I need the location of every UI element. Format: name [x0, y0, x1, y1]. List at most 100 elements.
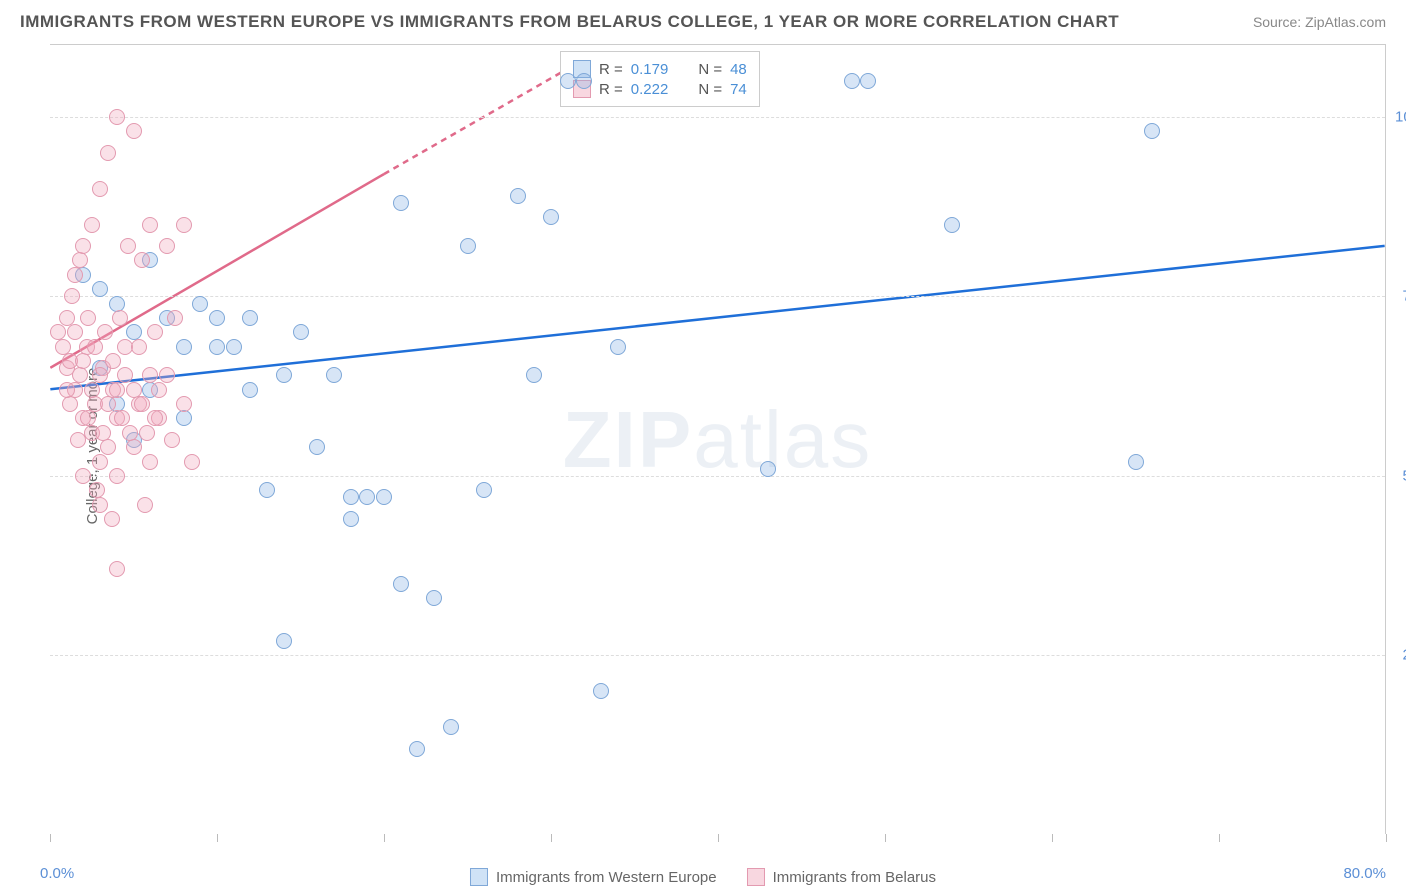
scatter-point [120, 238, 136, 254]
scatter-point [147, 324, 163, 340]
scatter-point [67, 324, 83, 340]
x-axis-max-label: 80.0% [1343, 865, 1386, 882]
scatter-point [89, 482, 105, 498]
scatter-point [72, 252, 88, 268]
scatter-point [209, 310, 225, 326]
scatter-point [860, 73, 876, 89]
scatter-point [142, 217, 158, 233]
scatter-point [393, 576, 409, 592]
legend-r-label: R = [599, 61, 623, 78]
scatter-point [309, 439, 325, 455]
x-tick [50, 834, 51, 842]
scatter-point [593, 683, 609, 699]
scatter-point [67, 267, 83, 283]
scatter-point [176, 339, 192, 355]
x-axis-min-label: 0.0% [40, 865, 74, 882]
scatter-point [176, 396, 192, 412]
scatter-point [192, 296, 208, 312]
scatter-point [100, 439, 116, 455]
scatter-point [109, 382, 125, 398]
legend-series-label: Immigrants from Belarus [773, 869, 936, 886]
scatter-point [276, 633, 292, 649]
y-tick-label: 75.0% [1395, 288, 1406, 305]
legend-swatch [470, 868, 488, 886]
scatter-point [59, 382, 75, 398]
scatter-point [259, 482, 275, 498]
x-tick [384, 834, 385, 842]
scatter-point [134, 252, 150, 268]
scatter-point [543, 209, 559, 225]
scatter-point [104, 511, 120, 527]
regression-lines [50, 45, 1385, 834]
scatter-point [137, 497, 153, 513]
scatter-point [1144, 123, 1160, 139]
chart-title: IMMIGRANTS FROM WESTERN EUROPE VS IMMIGR… [20, 12, 1119, 32]
scatter-point [134, 396, 150, 412]
gridline-horizontal [50, 655, 1385, 656]
scatter-point [122, 425, 138, 441]
scatter-point [95, 425, 111, 441]
legend-n-label: N = [698, 81, 722, 98]
scatter-point [100, 145, 116, 161]
scatter-point [576, 73, 592, 89]
scatter-point [109, 296, 125, 312]
scatter-point [242, 382, 258, 398]
scatter-point [376, 489, 392, 505]
scatter-point [526, 367, 542, 383]
scatter-point [84, 382, 100, 398]
x-tick [718, 834, 719, 842]
scatter-point [1128, 454, 1144, 470]
x-tick [217, 834, 218, 842]
scatter-point [62, 396, 78, 412]
scatter-point [610, 339, 626, 355]
x-tick [885, 834, 886, 842]
series-legend: Immigrants from Western Europe Immigrant… [470, 868, 936, 886]
scatter-point [147, 410, 163, 426]
scatter-point [393, 195, 409, 211]
y-tick-label: 100.0% [1395, 108, 1406, 125]
scatter-point [139, 425, 155, 441]
scatter-point [944, 217, 960, 233]
scatter-point [343, 511, 359, 527]
scatter-point [100, 396, 116, 412]
scatter-point [560, 73, 576, 89]
legend-n-label: N = [698, 61, 722, 78]
scatter-point [131, 339, 147, 355]
legend-row: R = 0.222 N = 74 [573, 80, 747, 98]
scatter-point [167, 310, 183, 326]
scatter-point [126, 123, 142, 139]
scatter-point [209, 339, 225, 355]
legend-r-label: R = [599, 81, 623, 98]
scatter-point [844, 73, 860, 89]
source-attribution: Source: ZipAtlas.com [1253, 14, 1386, 30]
x-tick [551, 834, 552, 842]
legend-n-value: 74 [730, 81, 747, 98]
legend-n-value: 48 [730, 61, 747, 78]
gridline-horizontal [50, 476, 1385, 477]
scatter-point [75, 468, 91, 484]
scatter-point [80, 310, 96, 326]
bottom-legend-item: Immigrants from Belarus [747, 868, 936, 886]
y-tick-label: 25.0% [1395, 647, 1406, 664]
scatter-point [460, 238, 476, 254]
scatter-point [176, 217, 192, 233]
scatter-point [75, 238, 91, 254]
scatter-point [359, 489, 375, 505]
scatter-point [87, 339, 103, 355]
scatter-point [84, 217, 100, 233]
gridline-horizontal [50, 296, 1385, 297]
scatter-point [476, 482, 492, 498]
scatter-point [184, 454, 200, 470]
scatter-point [426, 590, 442, 606]
x-tick [1052, 834, 1053, 842]
scatter-point [126, 439, 142, 455]
scatter-point [164, 432, 180, 448]
scatter-point [109, 468, 125, 484]
gridline-horizontal [50, 117, 1385, 118]
scatter-point [92, 181, 108, 197]
bottom-legend-item: Immigrants from Western Europe [470, 868, 717, 886]
scatter-point [109, 561, 125, 577]
x-tick [1219, 834, 1220, 842]
scatter-point [112, 310, 128, 326]
scatter-point [159, 238, 175, 254]
